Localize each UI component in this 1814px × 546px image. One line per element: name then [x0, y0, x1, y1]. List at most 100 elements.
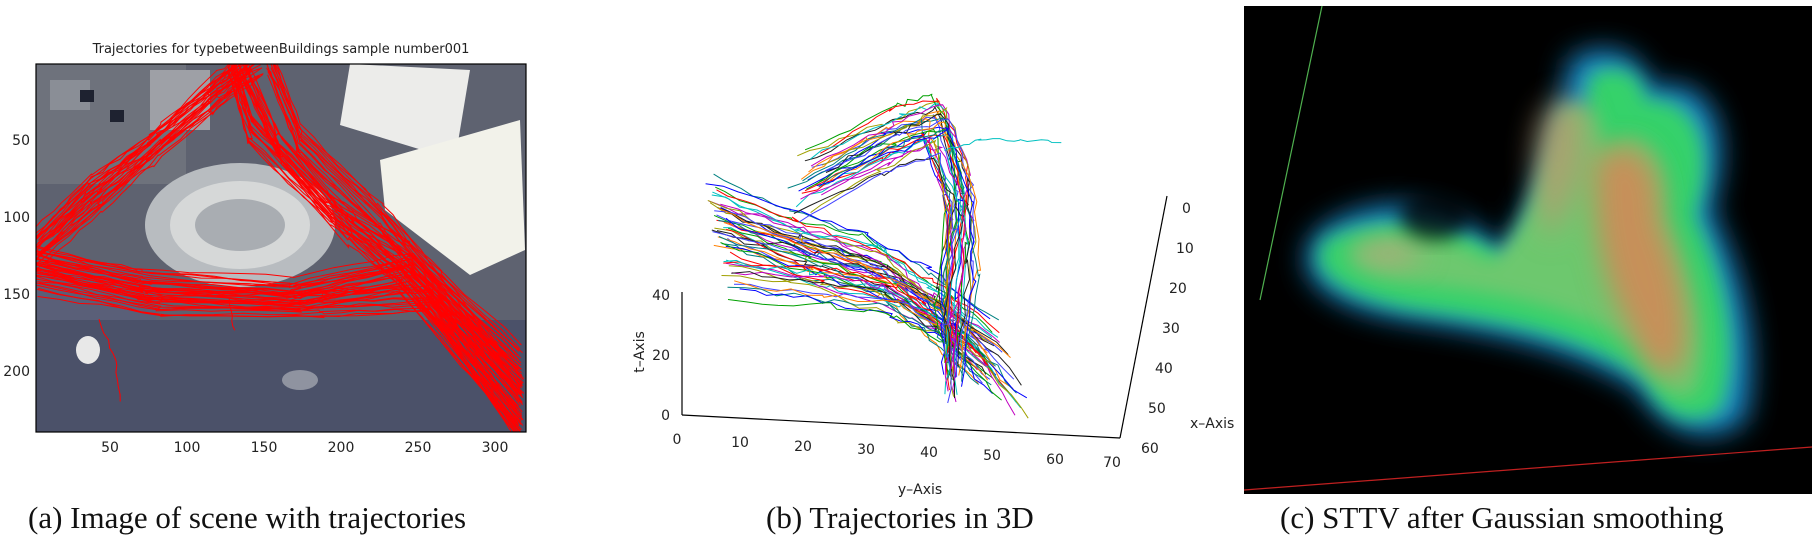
trajectory-path [226, 71, 522, 366]
trajectory-3d-path [793, 157, 965, 399]
trajectory-lines [36, 64, 525, 432]
trajectory-path [36, 74, 264, 269]
y-axis-label: y–Axis [898, 482, 942, 498]
x-tick-label: 100 [174, 440, 201, 456]
y-tick-label: 30 [857, 442, 875, 458]
t-tick-label: 0 [661, 408, 670, 424]
trajectory-path [38, 247, 520, 369]
y-tick-label: 50 [983, 448, 1001, 464]
trajectory-3d-path [818, 127, 981, 382]
trajectory-3d-path [800, 138, 954, 392]
y-tick-label: 150 [3, 287, 30, 303]
x-tick-label: 0 [1182, 201, 1191, 217]
panel-c-figure [1243, 5, 1813, 494]
axis-line-green [1259, 5, 1323, 301]
trajectory-3d-path [725, 259, 1022, 409]
plot-a-frame [35, 63, 527, 433]
x-tick-label: 300 [482, 440, 509, 456]
panel-a-figure: Trajectories for typebetweenBuildings sa… [3, 42, 527, 456]
trajectory-path [38, 64, 248, 242]
trajectory-path [36, 73, 249, 259]
x-tick-label: 20 [1169, 281, 1187, 297]
y-tick-label: 40 [920, 445, 938, 461]
trajectory-3d-path [705, 183, 991, 320]
y-tick-label: 10 [731, 435, 749, 451]
trajectory-3d-path [816, 126, 977, 387]
x-tick-label: 30 [1162, 321, 1180, 337]
trajectory-path [36, 278, 522, 432]
trajectory-path [231, 68, 519, 367]
panel-a-title: Trajectories for typebetweenBuildings sa… [92, 42, 470, 57]
t-tick-label: 20 [652, 348, 670, 364]
x-axis-label: x–Axis [1190, 416, 1234, 432]
y-tick-label: 100 [3, 210, 30, 226]
trajectory-path [37, 64, 230, 238]
trajectory-path [231, 65, 521, 359]
trajectory-path [36, 64, 236, 239]
trajectory-3d-path [720, 242, 1017, 403]
trajectory-3d-path [798, 152, 959, 404]
x-tick-label: 50 [101, 440, 119, 456]
y-tick-label: 60 [1046, 452, 1064, 468]
t-tick-label: 40 [652, 288, 670, 304]
y-tick-label: 20 [794, 439, 812, 455]
trajectory-path [36, 288, 521, 432]
trajectory-3d-path [726, 228, 997, 379]
volume-render-blob [1306, 50, 1751, 435]
trajectory-3d-path [795, 139, 965, 395]
x-tick-label: 60 [1141, 441, 1159, 457]
y-tick-label: 50 [12, 133, 30, 149]
x-tick-label: 200 [328, 440, 355, 456]
trajectory-path [36, 68, 252, 249]
t-axis-label: t–Axis [632, 331, 648, 373]
trajectory-path [228, 73, 520, 370]
trajectory-3d-path [718, 236, 1017, 394]
trajectory-path [36, 64, 239, 238]
trajectory-3d-path [824, 118, 976, 377]
scene-image [36, 64, 526, 432]
trajectory-path [37, 271, 520, 426]
trajectory-3d-path [798, 131, 948, 375]
trajectory-path [235, 64, 521, 350]
panel-c-caption: (c) STTV after Gaussian smoothing [1280, 500, 1724, 535]
trajectory-path [228, 64, 519, 356]
trajectory-path [36, 274, 522, 425]
axes-3d [681, 195, 1168, 439]
y-axis-ticks: 50 100 150 200 [3, 133, 30, 380]
trajectory-path [231, 76, 523, 376]
panel-b-figure: t–Axis 0 20 40 0 10 20 30 40 50 60 70 y–… [632, 93, 1234, 498]
panel-b-caption: (b) Trajectories in 3D [766, 500, 1034, 535]
trajectory-path [267, 71, 520, 399]
trajectory-path [37, 78, 251, 257]
trajectory-path [36, 72, 250, 250]
y-tick-label: 0 [673, 432, 682, 448]
trajectory-3d-path [739, 288, 993, 395]
trajectory-path [37, 296, 515, 432]
trajectory-path [238, 64, 523, 396]
x-tick-label: 150 [251, 440, 278, 456]
trajectory-3d-path [713, 244, 1014, 389]
y-tick-label: 70 [1103, 455, 1121, 471]
trajectory-path [267, 74, 520, 403]
x-tick-label: 50 [1148, 401, 1166, 417]
axis-line-red [1243, 446, 1813, 491]
trajectory-3d-path [719, 208, 1009, 356]
y-tick-label: 200 [3, 364, 30, 380]
trajectory-path [98, 318, 121, 402]
x-tick-label: 10 [1176, 241, 1194, 257]
trajectory-3d-lines [705, 93, 1062, 419]
trajectory-path [37, 250, 518, 371]
trajectory-path [232, 64, 522, 346]
x-tick-label: 40 [1155, 361, 1173, 377]
panel-a-caption: (a) Image of scene with trajectories [28, 500, 467, 535]
trajectory-path [234, 64, 520, 352]
trajectory-path [237, 64, 524, 399]
trajectory-3d-path [944, 138, 1062, 152]
trajectory-path [241, 77, 523, 417]
trajectory-path [228, 298, 236, 331]
trajectory-3d-path [801, 133, 954, 391]
trajectory-3d-path [727, 286, 992, 386]
trajectory-3d-path [821, 145, 975, 403]
x-axis-ticks: 50 100 150 200 250 300 [101, 440, 508, 456]
x-tick-label: 250 [405, 440, 432, 456]
